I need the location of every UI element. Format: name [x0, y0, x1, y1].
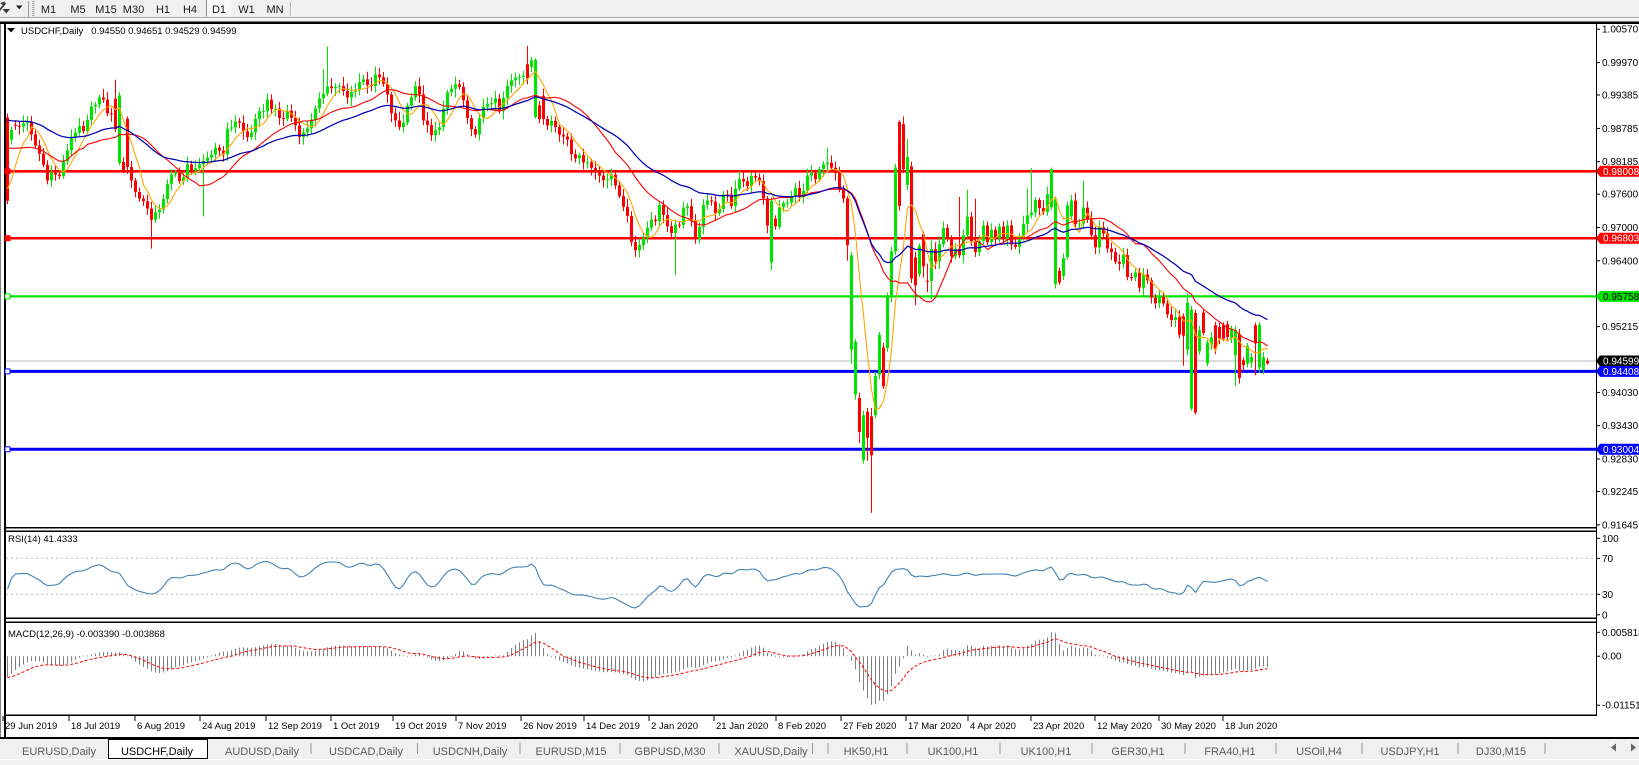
svg-text:7 Nov 2019: 7 Nov 2019 — [458, 721, 507, 732]
svg-text:GER30,H1: GER30,H1 — [1111, 746, 1164, 758]
svg-text:0.92830: 0.92830 — [1602, 455, 1639, 466]
svg-text:0.99970: 0.99970 — [1602, 58, 1639, 69]
svg-text:0.97600: 0.97600 — [1602, 190, 1639, 201]
svg-text:0.005818: 0.005818 — [1602, 628, 1639, 639]
svg-text:0.96400: 0.96400 — [1602, 256, 1639, 267]
svg-text:HK50,H1: HK50,H1 — [844, 746, 889, 758]
svg-text:MACD(12,26,9) -0.003390 -0.003: MACD(12,26,9) -0.003390 -0.003868 — [8, 629, 165, 640]
svg-text:2 Jan 2020: 2 Jan 2020 — [651, 721, 698, 732]
svg-text:DJ30,M15: DJ30,M15 — [1476, 746, 1526, 758]
svg-text:0.93430: 0.93430 — [1602, 421, 1639, 432]
svg-text:0.93004: 0.93004 — [1603, 445, 1639, 456]
svg-text:0.99385: 0.99385 — [1602, 91, 1639, 102]
svg-text:H4: H4 — [183, 4, 197, 16]
svg-text:0.95758: 0.95758 — [1603, 292, 1639, 303]
svg-text:12 Sep 2019: 12 Sep 2019 — [268, 721, 322, 732]
svg-text:M5: M5 — [70, 4, 85, 16]
svg-text:14 Dec 2019: 14 Dec 2019 — [586, 721, 640, 732]
svg-text:0.91645: 0.91645 — [1602, 520, 1639, 531]
svg-text:21 Jan 2020: 21 Jan 2020 — [716, 721, 768, 732]
svg-text:USDCHF,Daily 0.94550 0.94651: USDCHF,Daily 0.94550 0.94651 0.94529 0.9… — [21, 26, 236, 37]
svg-text:0.94408: 0.94408 — [1603, 367, 1639, 378]
svg-text:18 Jul 2019: 18 Jul 2019 — [71, 721, 120, 732]
svg-text:FRA40,H1: FRA40,H1 — [1204, 746, 1255, 758]
svg-text:H1: H1 — [156, 4, 170, 16]
svg-text:100: 100 — [1602, 534, 1619, 545]
svg-text:0.92245: 0.92245 — [1602, 487, 1639, 498]
svg-text:30 May 2020: 30 May 2020 — [1161, 721, 1216, 732]
svg-text:18 Jun 2020: 18 Jun 2020 — [1225, 721, 1277, 732]
svg-text:0.97000: 0.97000 — [1602, 223, 1639, 234]
svg-text:0.95215: 0.95215 — [1602, 322, 1639, 333]
svg-text:EURUSD,M15: EURUSD,M15 — [536, 746, 607, 758]
svg-text:26 Nov 2019: 26 Nov 2019 — [523, 721, 577, 732]
svg-text:27 Feb 2020: 27 Feb 2020 — [843, 721, 896, 732]
svg-text:70: 70 — [1602, 554, 1614, 565]
svg-text:12 May 2020: 12 May 2020 — [1097, 721, 1152, 732]
svg-text:USDCAD,Daily: USDCAD,Daily — [329, 746, 403, 758]
svg-text:MN: MN — [266, 4, 283, 16]
svg-text:XAUUSD,Daily: XAUUSD,Daily — [734, 746, 808, 758]
svg-text:29 Jun 2019: 29 Jun 2019 — [5, 721, 57, 732]
svg-text:EURUSD,Daily: EURUSD,Daily — [22, 746, 96, 758]
svg-text:6 Aug 2019: 6 Aug 2019 — [137, 721, 185, 732]
svg-text:D1: D1 — [212, 4, 226, 16]
svg-text:UK100,H1: UK100,H1 — [1021, 746, 1072, 758]
svg-text:0.94030: 0.94030 — [1602, 388, 1639, 399]
svg-text:0.96803: 0.96803 — [1603, 234, 1639, 245]
svg-text:0: 0 — [1602, 610, 1608, 621]
svg-text:RSI(14) 41.4333: RSI(14) 41.4333 — [8, 534, 78, 545]
svg-text:USDJPY,H1: USDJPY,H1 — [1380, 746, 1439, 758]
svg-text:0.00: 0.00 — [1602, 652, 1622, 663]
svg-text:AUDUSD,Daily: AUDUSD,Daily — [225, 746, 299, 758]
svg-text:-0.011514: -0.011514 — [1602, 701, 1639, 712]
svg-text:1 Oct 2019: 1 Oct 2019 — [333, 721, 379, 732]
svg-text:0.94599: 0.94599 — [1603, 357, 1639, 368]
svg-text:0.98185: 0.98185 — [1602, 157, 1639, 168]
svg-text:30: 30 — [1602, 590, 1614, 601]
svg-text:23 Apr 2020: 23 Apr 2020 — [1033, 721, 1084, 732]
svg-text:19 Oct 2019: 19 Oct 2019 — [395, 721, 447, 732]
svg-text:1.00570: 1.00570 — [1602, 25, 1639, 36]
svg-text:UK100,H1: UK100,H1 — [928, 746, 979, 758]
svg-text:17 Mar 2020: 17 Mar 2020 — [908, 721, 961, 732]
svg-text:M1: M1 — [41, 4, 56, 16]
svg-text:8 Feb 2020: 8 Feb 2020 — [778, 721, 826, 732]
svg-text:0.98785: 0.98785 — [1602, 124, 1639, 135]
svg-text:W1: W1 — [238, 4, 255, 16]
svg-text:USOil,H4: USOil,H4 — [1296, 746, 1342, 758]
svg-text:USDCHF,Daily: USDCHF,Daily — [121, 746, 194, 758]
svg-text:M15: M15 — [95, 4, 116, 16]
svg-text:USDCNH,Daily: USDCNH,Daily — [433, 746, 508, 758]
svg-text:0.98008: 0.98008 — [1603, 167, 1639, 178]
svg-text:GBPUSD,M30: GBPUSD,M30 — [635, 746, 706, 758]
svg-text:M30: M30 — [123, 4, 144, 16]
svg-text:24 Aug 2019: 24 Aug 2019 — [202, 721, 255, 732]
svg-text:4 Apr 2020: 4 Apr 2020 — [970, 721, 1016, 732]
